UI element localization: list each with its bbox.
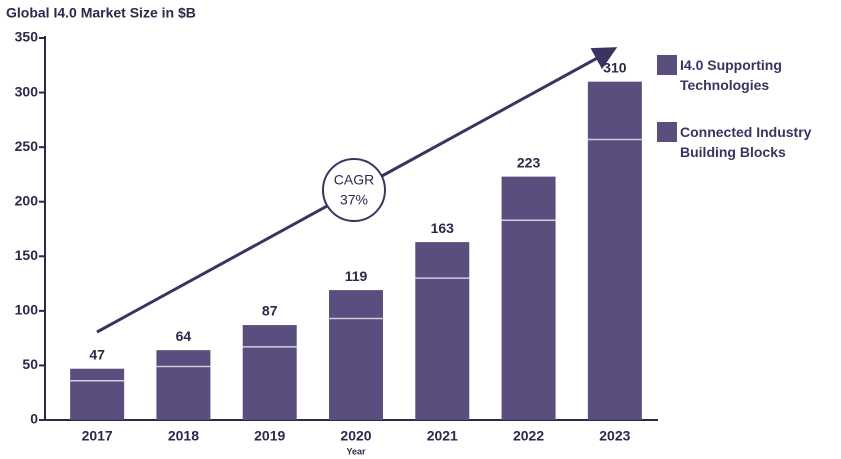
bar-segment: [156, 350, 211, 367]
bar-segment: [501, 176, 556, 221]
x-tick-label: 2019: [254, 428, 285, 444]
total-label: 310: [603, 59, 627, 75]
x-tick-label: 2020: [340, 428, 371, 444]
bar-segment: [415, 242, 470, 279]
cagr-circle: [322, 158, 386, 222]
bar-segment: [242, 325, 297, 347]
y-tick-label: 250: [15, 138, 39, 154]
chart-title: Global I4.0 Market Size in $B: [6, 5, 196, 21]
x-tick-label: 2018: [168, 428, 199, 444]
y-tick-label: 150: [15, 247, 39, 263]
bar-segment: [156, 366, 211, 420]
x-tick-label: 2022: [513, 428, 544, 444]
legend-swatch: [657, 55, 677, 75]
y-tick-label: 100: [15, 302, 39, 318]
cagr-label: CAGR: [334, 172, 374, 188]
bar-segment: [587, 81, 642, 140]
legend-label: Connected Industry Building Blocks: [680, 124, 812, 160]
y-tick-label: 350: [15, 29, 39, 45]
legend-swatch: [657, 122, 677, 142]
x-tick-label: 2017: [82, 428, 113, 444]
y-tick-label: 300: [15, 83, 39, 99]
total-label: 64: [176, 328, 192, 344]
bar-segment: [415, 278, 470, 420]
total-label: 163: [431, 220, 455, 236]
bar-segment: [242, 346, 297, 420]
bar-segment: [70, 368, 125, 381]
total-label: 223: [517, 154, 541, 170]
total-label: 87: [262, 303, 278, 319]
x-axis-label: Year: [346, 446, 366, 456]
total-label: 119: [345, 268, 368, 284]
bar-segment: [501, 220, 556, 420]
bar-segment: [70, 380, 125, 420]
total-label: 47: [89, 346, 105, 362]
y-tick-label: 50: [22, 356, 38, 372]
y-tick-label: 200: [15, 192, 39, 208]
bar-segment: [329, 318, 383, 420]
y-tick-label: 0: [30, 411, 38, 427]
x-tick-label: 2021: [427, 428, 458, 444]
x-tick-label: 2023: [599, 428, 630, 444]
bar-segment: [587, 139, 642, 420]
cagr-value: 37%: [340, 192, 368, 208]
legend-label: I4.0 Supporting Technologies: [680, 57, 782, 93]
bar-segment: [329, 290, 383, 319]
